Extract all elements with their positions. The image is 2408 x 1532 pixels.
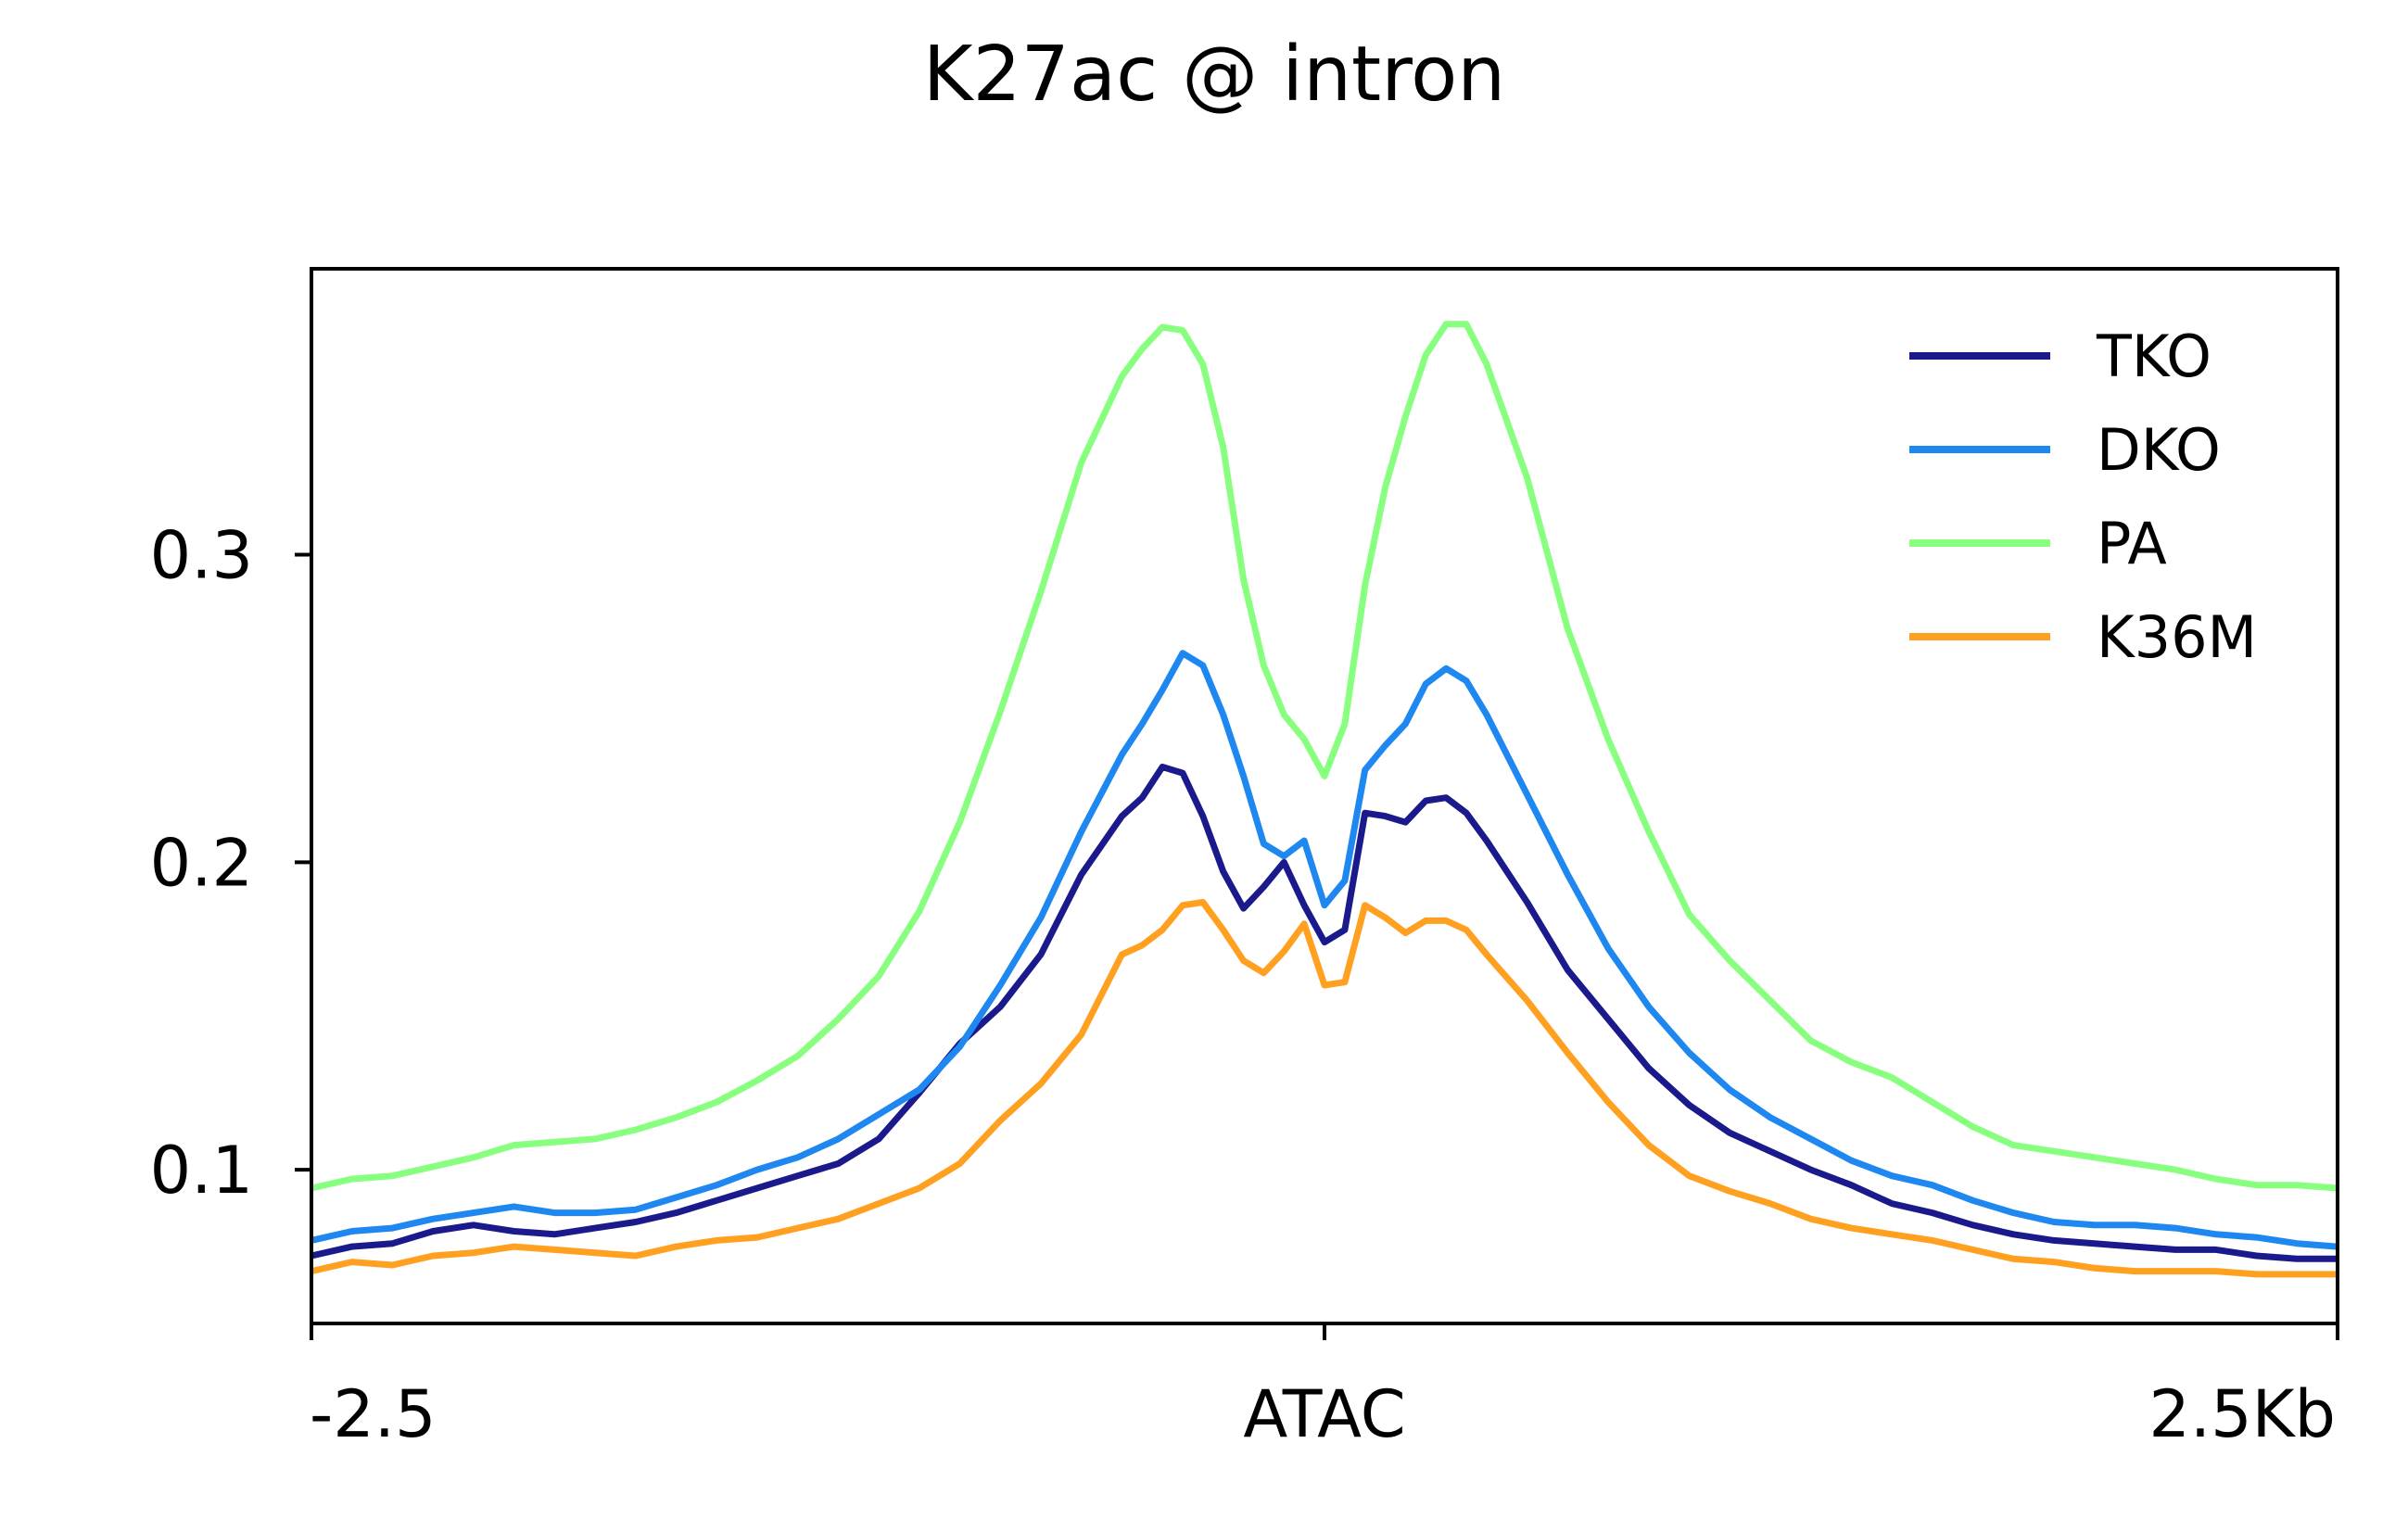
legend-label-k36m: K36M (2097, 603, 2257, 671)
y-axis: 0.1 0.2 0.3 (150, 518, 311, 1209)
y-tick-label: 0.3 (150, 518, 253, 594)
y-tick-label: 0.2 (150, 825, 253, 901)
series-line-tko (311, 764, 2338, 1262)
series-line-pa (311, 321, 2338, 1192)
x-tick-label: ATAC (1243, 1376, 1405, 1452)
plot-frame (310, 267, 2339, 1325)
legend: TKO DKO PA K36M (1909, 323, 2257, 671)
chart-title: K27ac @ intron (923, 31, 1506, 119)
series-line-k36m (311, 899, 2338, 1278)
series-layer (311, 321, 2338, 1278)
x-tick-label: -2.5 (310, 1376, 437, 1452)
y-tick-label: 0.1 (150, 1133, 253, 1209)
series-line-dko (311, 650, 2338, 1250)
legend-label-tko: TKO (2096, 323, 2212, 390)
legend-label-pa: PA (2097, 510, 2167, 577)
x-axis: -2.5 ATAC 2.5Kb (310, 1323, 2339, 1452)
legend-label-dko: DKO (2097, 416, 2221, 484)
x-tick-label: 2.5Kb (2148, 1376, 2336, 1452)
